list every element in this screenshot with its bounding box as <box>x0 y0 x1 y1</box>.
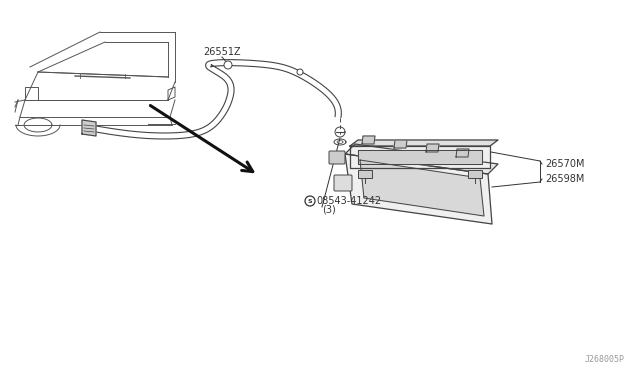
Polygon shape <box>82 120 96 136</box>
Polygon shape <box>456 149 469 157</box>
Polygon shape <box>350 140 498 146</box>
Polygon shape <box>426 144 439 152</box>
Text: S: S <box>308 199 312 203</box>
Text: (3): (3) <box>322 204 336 214</box>
Bar <box>468 170 482 178</box>
Text: 08543-41242: 08543-41242 <box>316 196 381 206</box>
FancyBboxPatch shape <box>329 151 345 164</box>
Polygon shape <box>345 154 492 224</box>
Circle shape <box>297 69 303 75</box>
Polygon shape <box>360 160 484 216</box>
Circle shape <box>305 196 315 206</box>
Circle shape <box>224 61 232 69</box>
Text: 26598M: 26598M <box>545 174 584 184</box>
Bar <box>358 170 372 178</box>
Polygon shape <box>394 140 407 148</box>
Polygon shape <box>350 146 490 168</box>
Text: J268005P: J268005P <box>585 356 625 365</box>
Text: 26570M: 26570M <box>545 159 584 169</box>
Polygon shape <box>358 150 482 164</box>
Text: 26551Z: 26551Z <box>203 47 241 57</box>
FancyBboxPatch shape <box>334 175 352 191</box>
Polygon shape <box>362 136 375 144</box>
Polygon shape <box>345 144 498 174</box>
